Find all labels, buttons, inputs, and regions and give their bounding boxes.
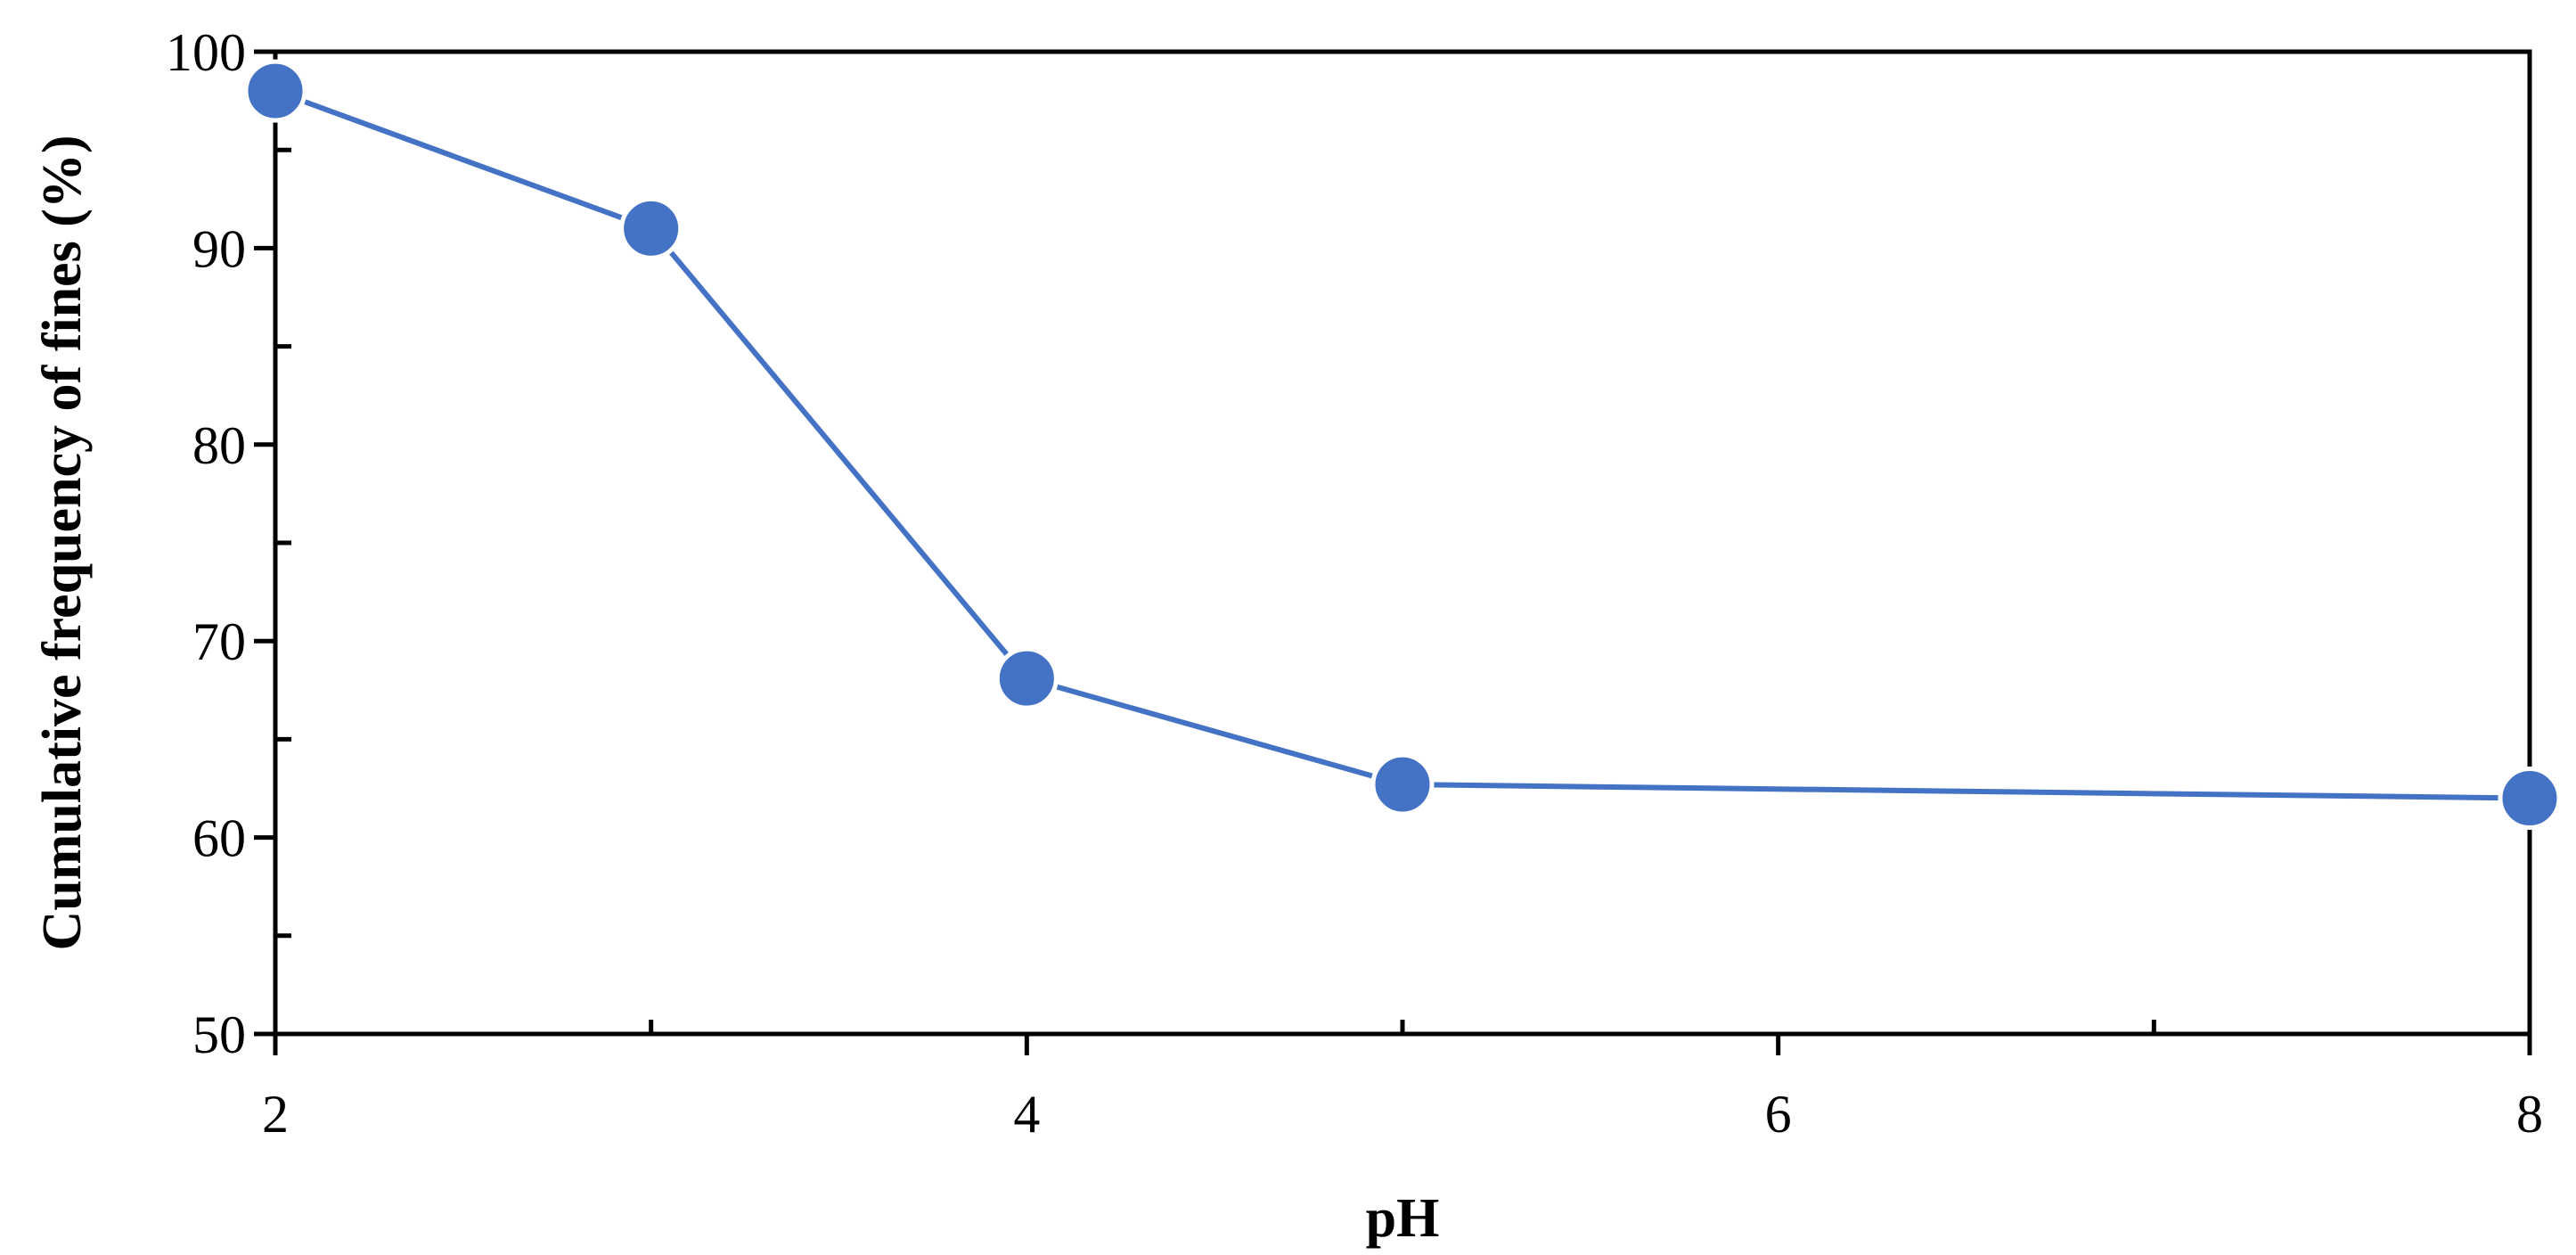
x-axis-title: pH bbox=[1366, 1188, 1440, 1249]
series-layer bbox=[243, 59, 2562, 831]
y-tick-label: 90 bbox=[192, 219, 246, 278]
y-tick-label: 80 bbox=[192, 416, 246, 475]
x-tick-label: 2 bbox=[262, 1085, 289, 1144]
y-axis-title: Cumulative frequency of fines (%) bbox=[32, 135, 93, 951]
data-point bbox=[619, 196, 683, 260]
x-tick-label: 4 bbox=[1013, 1085, 1040, 1144]
data-point bbox=[2498, 767, 2562, 831]
plot-area-frame bbox=[273, 49, 2532, 1037]
data-point bbox=[994, 646, 1059, 710]
x-tick-label: 8 bbox=[2516, 1085, 2543, 1144]
data-point bbox=[243, 59, 307, 123]
x-tick-label: 6 bbox=[1765, 1085, 1792, 1144]
data-point bbox=[1370, 752, 1435, 816]
y-tick-label: 50 bbox=[192, 1005, 246, 1064]
series-line bbox=[274, 88, 2531, 801]
y-tick-label: 100 bbox=[166, 23, 246, 82]
x-axis-ticks: 2 4 6 8 bbox=[262, 1020, 2543, 1144]
y-tick-label: 70 bbox=[192, 612, 246, 671]
y-tick-label: 60 bbox=[192, 809, 246, 868]
y-axis-ticks: 50 60 70 80 90 100 bbox=[166, 23, 291, 1064]
